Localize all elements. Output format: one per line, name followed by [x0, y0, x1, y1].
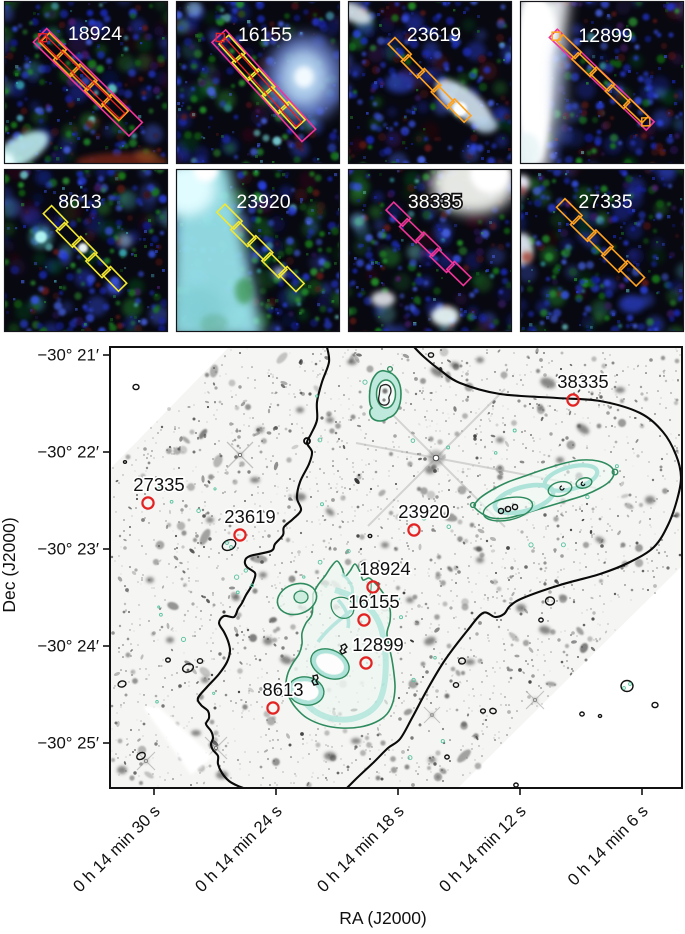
svg-text:23920: 23920 — [236, 191, 290, 213]
svg-text:16155: 16155 — [238, 24, 292, 46]
svg-text:12899: 12899 — [578, 25, 632, 47]
svg-text:18924: 18924 — [68, 23, 122, 45]
svg-text:38335: 38335 — [408, 191, 462, 213]
svg-text:8613: 8613 — [58, 191, 101, 213]
svg-text:23619: 23619 — [407, 24, 461, 46]
svg-text:27335: 27335 — [578, 191, 632, 213]
